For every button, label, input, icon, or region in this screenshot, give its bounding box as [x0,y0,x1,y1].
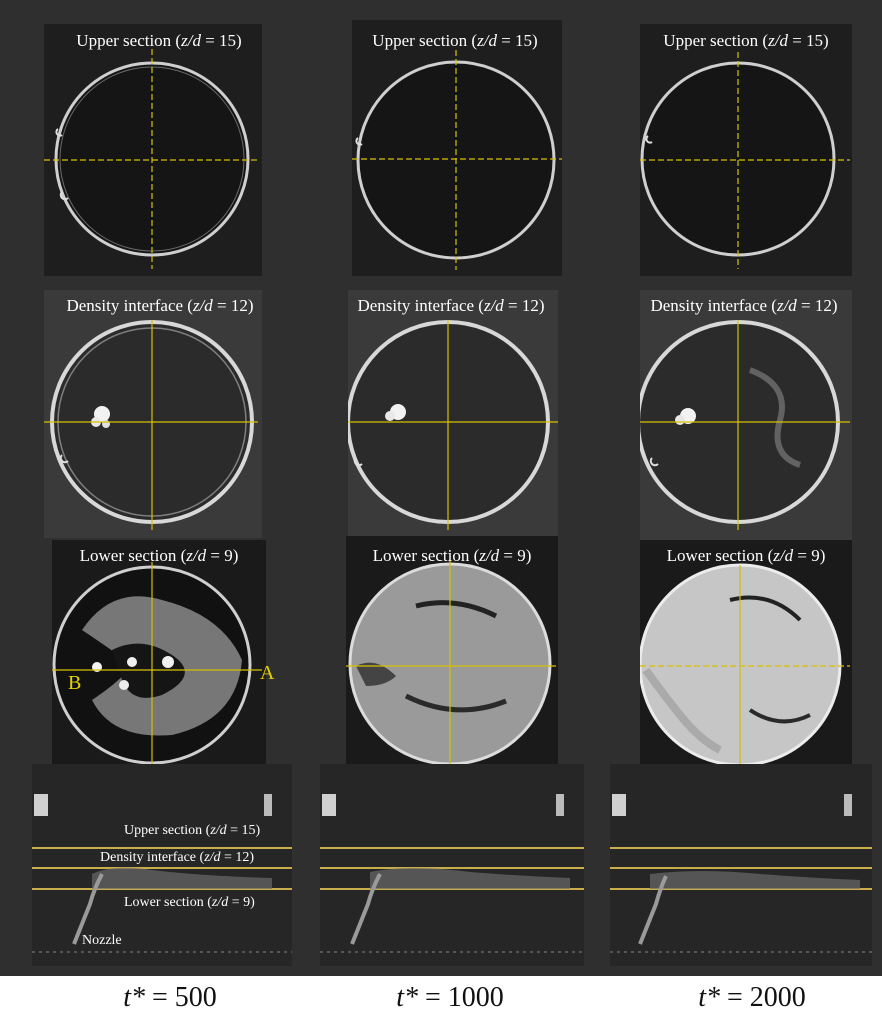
caption-upper-t500: Upper section (z/d = 15) [76,31,242,50]
caption-density-t2000: Density interface (z/d = 12) [650,296,838,315]
caption-density-t500: Density interface (z/d = 12) [66,296,254,315]
upper-section-image-t1000 [352,20,562,276]
marker-a: A [260,662,275,684]
caption-lower-t500: Lower section (z/d = 9) [79,546,239,565]
lower-section-image-t2000 [640,540,852,776]
upper-section-image-t2000 [640,24,852,276]
side-label-upper: Upper section (z/d = 15) [124,823,261,838]
side-label-lower: Lower section (z/d = 9) [124,895,255,910]
upper-section-image-t500 [44,24,262,276]
time-label-t500: t* = 500 [123,982,217,1013]
side-view-image-t1000 [320,764,584,966]
caption-upper-t1000: Upper section (z/d = 15) [372,31,538,50]
caption-lower-t2000: Lower section (z/d = 9) [666,546,826,565]
side-view-image-t500 [32,764,292,966]
side-label-density: Density interface (z/d = 12) [100,850,255,865]
side-label-nozzle: Nozzle [82,933,122,948]
caption-density-t1000: Density interface (z/d = 12) [357,296,545,315]
side-view-image-t2000 [610,764,872,966]
density-interface-image-t1000 [348,290,558,568]
experiment-figure: Upper section (z/d = 15) Density interfa… [0,0,882,976]
marker-b: B [68,672,82,694]
density-interface-image-t500 [44,290,262,538]
caption-upper-t2000: Upper section (z/d = 15) [663,31,829,50]
lower-section-image-t500 [52,540,266,776]
lower-section-image-t1000 [346,536,558,776]
caption-lower-t1000: Lower section (z/d = 9) [372,546,532,565]
time-label-t2000: t* = 2000 [698,982,806,1013]
density-interface-image-t2000 [640,290,852,542]
time-label-t1000: t* = 1000 [396,982,504,1013]
